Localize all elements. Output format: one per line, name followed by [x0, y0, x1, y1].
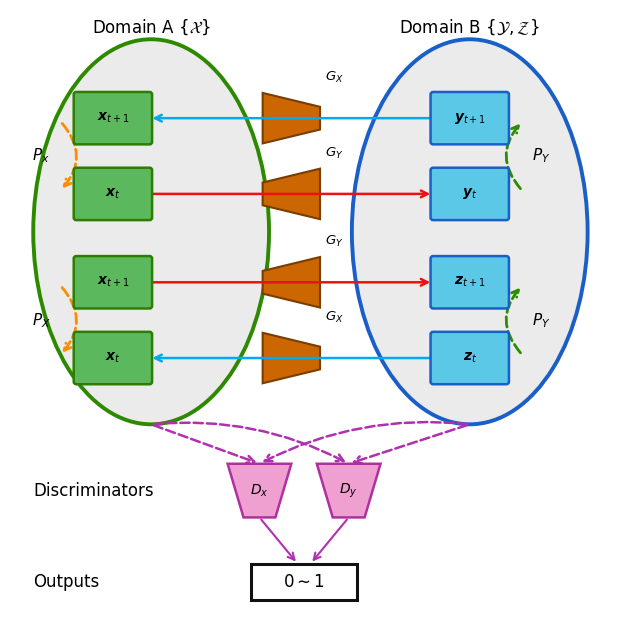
FancyBboxPatch shape — [431, 92, 509, 145]
Text: $\boldsymbol{z}_{t}$: $\boldsymbol{z}_{t}$ — [463, 351, 477, 365]
FancyBboxPatch shape — [431, 168, 509, 220]
FancyBboxPatch shape — [431, 256, 509, 309]
Text: $0 \sim 1$: $0 \sim 1$ — [283, 573, 325, 591]
Text: $G_Y$: $G_Y$ — [325, 146, 344, 161]
Text: Domain A $\{\mathcal{X}\}$: Domain A $\{\mathcal{X}\}$ — [92, 17, 211, 37]
Text: $P_Y$: $P_Y$ — [532, 146, 550, 165]
Text: $P_x$: $P_x$ — [33, 146, 50, 165]
FancyBboxPatch shape — [431, 332, 509, 384]
Text: $G_X$: $G_X$ — [325, 310, 344, 325]
Polygon shape — [262, 93, 320, 143]
FancyBboxPatch shape — [74, 168, 152, 220]
Text: Discriminators: Discriminators — [33, 482, 154, 500]
Text: $P_Y$: $P_Y$ — [532, 311, 550, 330]
Polygon shape — [317, 463, 381, 517]
Text: $D_x$: $D_x$ — [250, 482, 269, 499]
Text: Outputs: Outputs — [33, 573, 99, 591]
Text: Domain B $\{\mathcal{Y},\mathcal{Z}\}$: Domain B $\{\mathcal{Y},\mathcal{Z}\}$ — [399, 17, 540, 37]
Text: $G_X$: $G_X$ — [325, 70, 344, 86]
Text: $\boldsymbol{x}_{t+1}$: $\boldsymbol{x}_{t+1}$ — [97, 275, 129, 290]
Text: $G_Y$: $G_Y$ — [325, 235, 344, 249]
Text: $\boldsymbol{z}_{t+1}$: $\boldsymbol{z}_{t+1}$ — [454, 275, 485, 290]
Text: $\boldsymbol{x}_{t+1}$: $\boldsymbol{x}_{t+1}$ — [97, 111, 129, 126]
Text: $P_X$: $P_X$ — [32, 311, 51, 330]
FancyBboxPatch shape — [252, 564, 356, 600]
Text: $\boldsymbol{x}_{t}$: $\boldsymbol{x}_{t}$ — [105, 186, 121, 201]
Polygon shape — [262, 257, 320, 307]
FancyBboxPatch shape — [74, 332, 152, 384]
Text: $D_y$: $D_y$ — [339, 481, 358, 500]
Polygon shape — [262, 169, 320, 219]
FancyBboxPatch shape — [74, 92, 152, 145]
Polygon shape — [228, 463, 291, 517]
Text: $\boldsymbol{y}_{t+1}$: $\boldsymbol{y}_{t+1}$ — [454, 111, 486, 126]
Polygon shape — [262, 333, 320, 384]
Ellipse shape — [352, 39, 588, 424]
Text: $\boldsymbol{y}_{t}$: $\boldsymbol{y}_{t}$ — [462, 186, 477, 202]
Ellipse shape — [33, 39, 269, 424]
Text: $\boldsymbol{x}_{t}$: $\boldsymbol{x}_{t}$ — [105, 351, 121, 365]
FancyBboxPatch shape — [74, 256, 152, 309]
